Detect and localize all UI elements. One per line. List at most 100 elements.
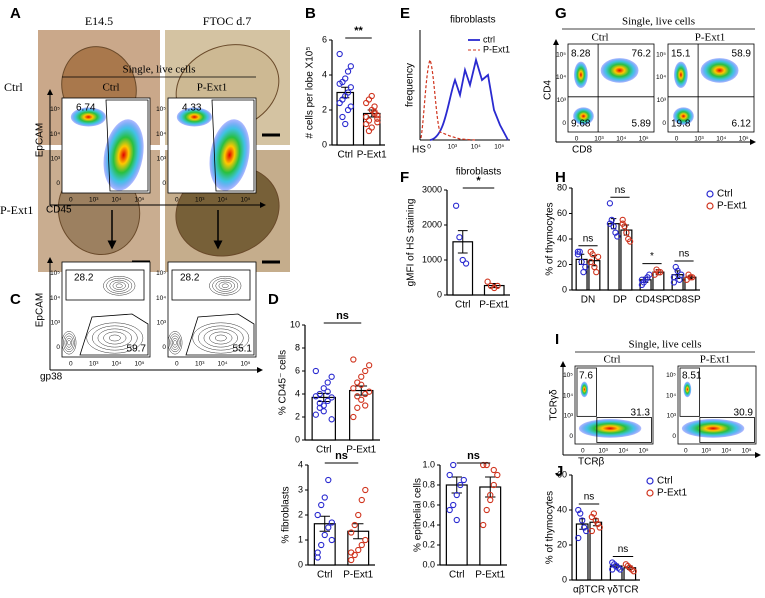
- y-tick-label: 6: [322, 34, 327, 44]
- gate-value: 30.9: [734, 407, 754, 418]
- cell-population: [70, 107, 106, 127]
- data-point: [577, 510, 584, 517]
- data-point: [446, 471, 453, 479]
- data-point: [350, 413, 357, 421]
- y-tick-label: 10³: [557, 97, 567, 104]
- x-tick-label: 10³: [195, 361, 205, 368]
- error-bar: [353, 523, 364, 540]
- data-point: [371, 103, 378, 110]
- significance-label: ns: [584, 492, 595, 503]
- data-point: [348, 556, 355, 564]
- data-point: [342, 120, 349, 128]
- data-point: [457, 481, 464, 489]
- data-point: [480, 521, 487, 529]
- y-tick-label: 0.0: [422, 559, 435, 569]
- column-label: Ctrl: [102, 82, 119, 94]
- data-point: [655, 268, 662, 276]
- data-point: [363, 99, 370, 107]
- error-bar: [319, 515, 330, 532]
- panel-label: D: [268, 291, 279, 308]
- data-point: [630, 568, 637, 575]
- bar: [445, 484, 468, 566]
- data-point: [354, 404, 361, 411]
- cell-population: [681, 419, 745, 438]
- data-point: [582, 263, 589, 271]
- x-tick-label: 10⁵: [639, 136, 649, 143]
- x-tick-label: 10⁴: [112, 197, 122, 204]
- panel-label: J: [555, 463, 563, 480]
- x-tick-label: 10⁴: [218, 197, 228, 204]
- contour: [103, 276, 136, 296]
- data-point: [358, 373, 365, 380]
- y-tick-label: 3: [298, 484, 303, 494]
- y-axis-label: % fibroblasts: [281, 486, 292, 543]
- axis-label: frequency: [405, 63, 416, 107]
- gate: [576, 367, 597, 417]
- data-point: [589, 251, 596, 258]
- x-tick-label: 0: [575, 136, 579, 143]
- cell-population: [103, 119, 144, 191]
- y-tick-label: 0: [569, 433, 573, 440]
- data-point: [344, 89, 352, 96]
- x-tick-label: 10³: [694, 136, 704, 143]
- column-label: P-Ext1: [700, 354, 731, 366]
- axis-label: EpCAM: [35, 123, 46, 157]
- section-header: Single, live cells: [628, 339, 701, 351]
- y-tick-label: 40: [557, 233, 567, 243]
- data-point: [324, 388, 331, 395]
- data-point: [342, 75, 349, 82]
- significance-label: ns: [467, 450, 480, 462]
- x-tick-label: DN: [581, 295, 595, 306]
- data-point: [328, 519, 335, 526]
- gate-value: 31.3: [631, 407, 651, 418]
- data-point: [344, 68, 352, 75]
- data-point: [350, 385, 357, 392]
- section-header: Single, live cells: [122, 64, 195, 76]
- y-tick-label: 10³: [667, 413, 677, 420]
- data-point: [318, 501, 325, 509]
- y-tick-label: 10³: [564, 413, 574, 420]
- data-point: [316, 400, 323, 407]
- data-point: [358, 396, 365, 403]
- data-point: [480, 461, 487, 469]
- data-point: [490, 481, 497, 489]
- data-point: [314, 511, 321, 519]
- y-tick-label: 0: [437, 289, 442, 299]
- legend-label: P-Ext1: [483, 44, 510, 54]
- data-point: [339, 113, 346, 121]
- y-tick-label: 6: [295, 365, 300, 375]
- data-point: [674, 267, 681, 275]
- section-header: Single, live cells: [622, 16, 695, 28]
- data-point: [312, 367, 319, 375]
- y-tick-label: 40: [557, 504, 567, 514]
- x-tick-label: 10⁵: [742, 448, 752, 455]
- data-point: [371, 108, 378, 115]
- data-point: [689, 274, 696, 281]
- significance-label: ns: [615, 185, 626, 196]
- data-point: [574, 248, 582, 255]
- x-tick-label: 0: [675, 136, 679, 143]
- column-label: P-Ext1: [695, 32, 726, 44]
- x-tick-label: γδTCR: [607, 585, 638, 596]
- gate-value: 7.6: [579, 371, 593, 382]
- gate-value: 8.51: [682, 371, 702, 382]
- legend-label: Ctrl: [657, 476, 673, 487]
- contour: [203, 328, 238, 348]
- legend-marker: [706, 190, 714, 198]
- column-label: E14.5: [85, 14, 113, 28]
- contour: [112, 281, 126, 290]
- cell-population: [700, 58, 739, 83]
- data-point: [351, 521, 358, 529]
- error-bar: [457, 230, 468, 254]
- y-axis-label: % epithelial cells: [413, 478, 424, 552]
- histogram-p-ext1: [420, 58, 476, 141]
- data-point: [348, 549, 355, 556]
- data-point: [606, 200, 614, 207]
- histogram-ctrl: [429, 56, 509, 141]
- data-point: [687, 274, 694, 281]
- flow-plot: [167, 261, 257, 358]
- data-point: [368, 124, 375, 131]
- y-tick-label: 10⁴: [666, 392, 676, 399]
- y-tick-label: 0: [562, 120, 566, 127]
- y-tick-label: 4: [295, 388, 300, 398]
